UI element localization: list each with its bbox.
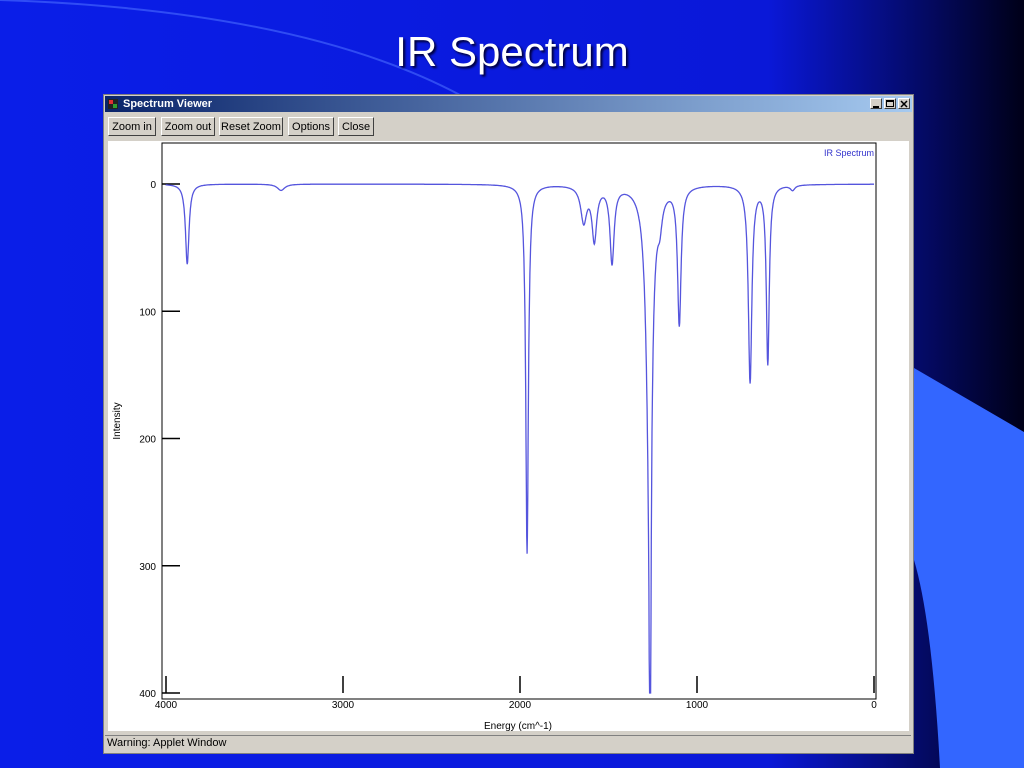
status-text: Warning: Applet Window [107, 737, 227, 749]
y-tick-label: 200 [139, 435, 156, 446]
status-bar: Warning: Applet Window [105, 735, 911, 752]
y-tick-label: 300 [139, 562, 156, 573]
x-tick-label: 0 [871, 700, 877, 711]
zoom-out-button[interactable]: Zoom out [161, 117, 215, 136]
y-tick-label: 0 [150, 180, 156, 191]
ir-spectrum-chart[interactable]: 4000 3000 2000 1000 0 0 100 200 300 400 IR Spectr… [108, 141, 909, 732]
x-tick-label: 3000 [332, 700, 355, 711]
reset-zoom-button[interactable]: Reset Zoom [219, 117, 283, 136]
series-line-ir-spectrum [165, 183, 874, 694]
x-axis-label: Energy (cm^-1) [484, 721, 552, 731]
slide-accent-shape [914, 368, 1024, 768]
x-tick-label: 2000 [509, 700, 532, 711]
close-window-button[interactable] [898, 98, 910, 109]
minimize-icon [873, 106, 879, 108]
slide-title: IR Spectrum [395, 28, 629, 75]
x-tick-label: 1000 [686, 700, 709, 711]
zoom-in-button[interactable]: Zoom in [108, 117, 156, 136]
applet-icon [108, 99, 118, 109]
plot-frame [161, 142, 877, 700]
y-tick-label: 100 [139, 307, 156, 318]
chart-panel[interactable]: 4000 3000 2000 1000 0 0 100 200 300 400 IR Spectr… [108, 141, 909, 732]
options-button[interactable]: Options [288, 117, 334, 136]
slide-swoosh [0, 0, 461, 96]
maximize-icon [886, 100, 894, 107]
close-button[interactable]: Close [338, 117, 374, 136]
close-icon [900, 100, 908, 108]
x-tick-label: 4000 [155, 700, 178, 711]
legend-entry: IR Spectrum [824, 148, 874, 158]
window-title: Spectrum Viewer [123, 98, 213, 110]
maximize-button[interactable] [884, 98, 896, 109]
minimize-button[interactable] [870, 98, 882, 109]
window-titlebar[interactable]: Spectrum Viewer [105, 96, 912, 112]
y-tick-label: 400 [139, 689, 156, 700]
y-axis-label: Intensity [112, 402, 123, 439]
spectrum-viewer-window: Spectrum Viewer Zoom in Zoom out Reset Z… [103, 94, 914, 754]
